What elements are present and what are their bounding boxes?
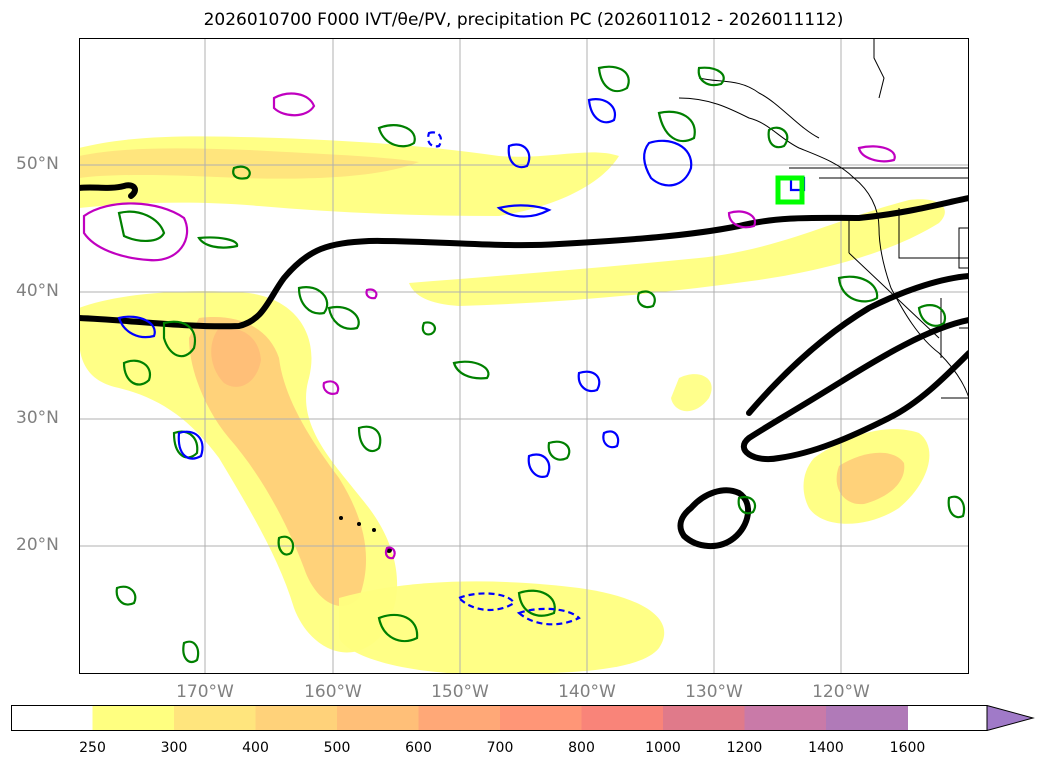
ivt-band-south xyxy=(339,581,665,674)
theta-contour-upper-east xyxy=(746,273,969,416)
colorbar-cells xyxy=(11,705,908,731)
colorbar-tick-label: 800 xyxy=(568,740,595,756)
colorbar-cell xyxy=(418,705,501,731)
lon-label-170w: 170°W xyxy=(176,682,234,702)
colorbar-extend-arrow xyxy=(986,705,1035,731)
theta-contours xyxy=(79,182,969,549)
graticule xyxy=(79,38,969,674)
theta-contour-ring xyxy=(677,487,751,549)
colorbar-tick-label: 400 xyxy=(242,740,269,756)
map-plot xyxy=(79,38,969,674)
ivt-band-mid xyxy=(409,199,945,306)
lon-label-140w: 140°W xyxy=(558,682,616,702)
theta-contour-west xyxy=(79,182,138,199)
lon-label-150w: 150°W xyxy=(431,682,489,702)
colorbar-tick-label: 600 xyxy=(405,740,432,756)
map-title-text: 2026010700 F000 IVT/θe/PV, precipitation… xyxy=(203,10,844,30)
map-title: 2026010700 F000 IVT/θe/PV, precipitation… xyxy=(0,10,1047,30)
colorbar-cell xyxy=(255,705,338,731)
colorbar-cell xyxy=(663,705,745,731)
lat-label-20n: 20°N xyxy=(16,535,59,555)
blue-contours xyxy=(117,98,806,626)
ivt-band-north-core xyxy=(79,148,419,179)
lon-label-160w: 160°W xyxy=(304,682,362,702)
theta-contour-main xyxy=(79,195,969,330)
colorbar-tick-label: 250 xyxy=(79,740,106,756)
colorbar-tick-label: 1600 xyxy=(889,740,926,756)
lat-label-30n: 30°N xyxy=(16,408,59,428)
lat-label-50n: 50°N xyxy=(16,154,59,174)
colorbar-tick-label: 1400 xyxy=(808,740,844,756)
colorbar-outline xyxy=(11,705,988,731)
map-border xyxy=(79,38,969,674)
green-contours xyxy=(115,65,966,664)
lat-label-40n: 40°N xyxy=(16,281,59,301)
ivt-shading xyxy=(79,136,945,674)
ivt-band-west-core xyxy=(189,317,367,607)
colorbar-cell xyxy=(337,705,419,731)
colorbar-tick-label: 300 xyxy=(160,740,188,756)
ivt-band-east-small xyxy=(671,374,712,412)
highlight-box xyxy=(775,175,805,205)
colorbar-tick-label: 500 xyxy=(323,740,351,756)
lon-label-130w: 130°W xyxy=(685,682,743,702)
colorbar-cell xyxy=(92,705,175,731)
colorbar-tick-label: 1200 xyxy=(726,740,763,756)
colorbar-tick-label: 700 xyxy=(486,740,514,756)
colorbar-cell xyxy=(11,705,93,731)
ivt-band-southeast-core xyxy=(836,452,905,505)
colorbar-cell xyxy=(744,705,827,731)
colorbar-cell xyxy=(581,705,664,731)
colorbar-tick-label: 1000 xyxy=(645,740,681,756)
lon-label-120w: 120°W xyxy=(812,682,870,702)
coastlines xyxy=(678,38,969,399)
ivt-band-west-peak xyxy=(211,327,261,387)
theta-contour-loop xyxy=(740,317,969,463)
colorbar-cell xyxy=(174,705,256,731)
colorbar-cell xyxy=(826,705,908,731)
magenta-contours xyxy=(82,92,896,560)
colorbar-cell xyxy=(500,705,582,731)
colorbar xyxy=(11,705,1035,731)
